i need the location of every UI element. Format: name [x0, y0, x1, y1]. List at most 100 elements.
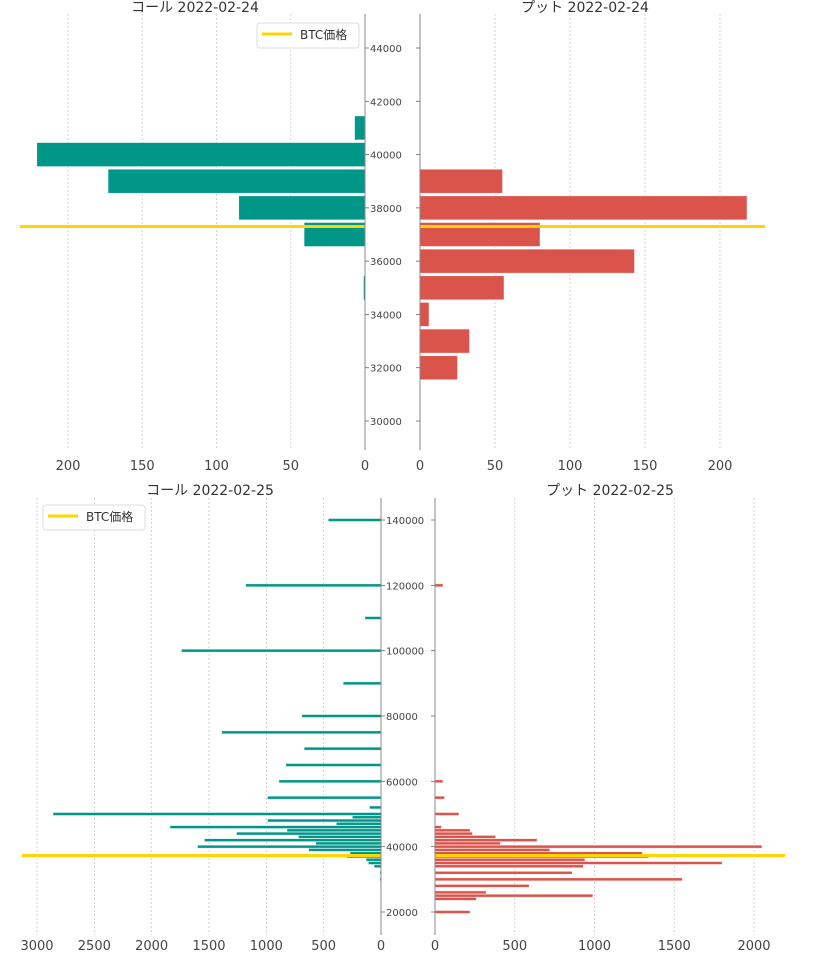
chart-panel-1: 30000 32000 34000 36000 38000 40000 42000 44000… — [20, 0, 402, 474]
chart-title: コール 2022-02-24 — [131, 0, 259, 16]
bar — [434, 910, 471, 914]
y-tick-label: 42000 — [370, 97, 402, 108]
x-tick-label: 3000 — [20, 939, 53, 954]
x-tick-label: 50 — [282, 459, 299, 474]
y-tick-label: 120000 — [386, 581, 424, 592]
bar — [365, 857, 382, 862]
x-tick-label: 0 — [361, 459, 369, 474]
y-tick-label: 40000 — [386, 843, 418, 854]
y-tick-label: 40000 — [370, 151, 402, 162]
x-tick-label: 1000 — [578, 939, 611, 954]
bar — [327, 518, 382, 522]
bar — [298, 835, 382, 839]
bar — [434, 877, 683, 882]
x-tick-label: 2000 — [737, 939, 770, 954]
bar — [419, 248, 635, 274]
x-tick-label: 500 — [311, 939, 336, 954]
bar — [419, 302, 430, 327]
x-tick-label: 0 — [377, 939, 385, 954]
bar — [419, 355, 458, 381]
x-tick-label: 100 — [204, 459, 229, 474]
bar — [181, 648, 382, 653]
bar — [434, 871, 573, 875]
bar — [434, 890, 487, 895]
bar — [434, 795, 445, 800]
bar — [434, 893, 594, 898]
bar — [434, 825, 442, 829]
x-tick-label: 2000 — [135, 939, 168, 954]
bar — [434, 831, 473, 836]
bar — [52, 812, 382, 816]
chart-title: プット 2022-02-25 — [546, 483, 674, 499]
bar — [419, 168, 503, 194]
legend: BTC価格 — [42, 504, 146, 531]
y-tick-label: 30000 — [370, 417, 402, 428]
bar — [204, 838, 382, 842]
y-tick-label: 100000 — [386, 647, 424, 658]
bar — [36, 142, 366, 167]
bar — [169, 825, 382, 829]
x-tick-label: 100 — [558, 459, 583, 474]
bar — [107, 168, 366, 194]
bar — [335, 822, 382, 826]
bar — [419, 275, 505, 301]
bar — [434, 884, 530, 888]
x-tick-label: 200 — [708, 459, 733, 474]
bar — [285, 763, 382, 767]
bar — [434, 848, 551, 852]
chart-panel-4: 0 500 1000 1500 2000 プット 2022-02-25 — [431, 483, 785, 954]
bar — [267, 795, 382, 800]
x-tick-label: 2500 — [78, 939, 111, 954]
legend-box — [256, 22, 360, 49]
bar — [373, 864, 382, 869]
bar — [434, 828, 471, 833]
chart-panel-3: 2000040000600008000010000012000014000030… — [20, 483, 424, 954]
x-tick-label: 200 — [56, 459, 81, 474]
x-tick-label: 1500 — [192, 939, 225, 954]
y-tick-label: 44000 — [370, 44, 402, 55]
bar — [354, 115, 366, 141]
y-tick-label: 34000 — [370, 310, 402, 321]
x-tick-label: 1500 — [658, 939, 691, 954]
legend-label: BTC価格 — [300, 27, 347, 42]
bar — [364, 616, 382, 620]
y-tick-label: 20000 — [386, 908, 418, 919]
bar — [303, 746, 382, 751]
bar — [434, 861, 723, 865]
bar — [301, 714, 382, 718]
x-tick-label: 500 — [502, 939, 527, 954]
bar — [286, 828, 382, 833]
legend: BTC価格 — [256, 22, 360, 49]
x-tick-label: 0 — [416, 459, 424, 474]
x-tick-label: 150 — [633, 459, 658, 474]
bar — [308, 848, 382, 852]
bar — [197, 844, 382, 849]
chart-title: プット 2022-02-24 — [521, 0, 649, 16]
y-tick-label: 140000 — [386, 516, 424, 527]
y-tick-label: 80000 — [386, 712, 418, 723]
bar — [434, 844, 763, 849]
bar — [434, 838, 538, 842]
y-tick-label: 36000 — [370, 257, 402, 268]
bar — [434, 864, 584, 869]
bar — [245, 583, 382, 588]
legend-label: BTC価格 — [86, 509, 133, 524]
x-tick-label: 1000 — [250, 939, 283, 954]
bar — [238, 195, 366, 221]
bar — [278, 779, 382, 784]
x-tick-label: 150 — [130, 459, 155, 474]
bar — [342, 681, 382, 686]
bar — [267, 818, 382, 823]
bar — [419, 328, 470, 354]
bar — [434, 857, 586, 862]
x-tick-label: 50 — [487, 459, 504, 474]
bar — [236, 831, 382, 836]
y-tick-label: 32000 — [370, 364, 402, 375]
bar — [434, 779, 444, 784]
bar — [368, 861, 382, 865]
bar — [369, 805, 382, 810]
bar — [434, 841, 501, 846]
legend-box — [42, 504, 146, 531]
bar — [352, 815, 382, 820]
